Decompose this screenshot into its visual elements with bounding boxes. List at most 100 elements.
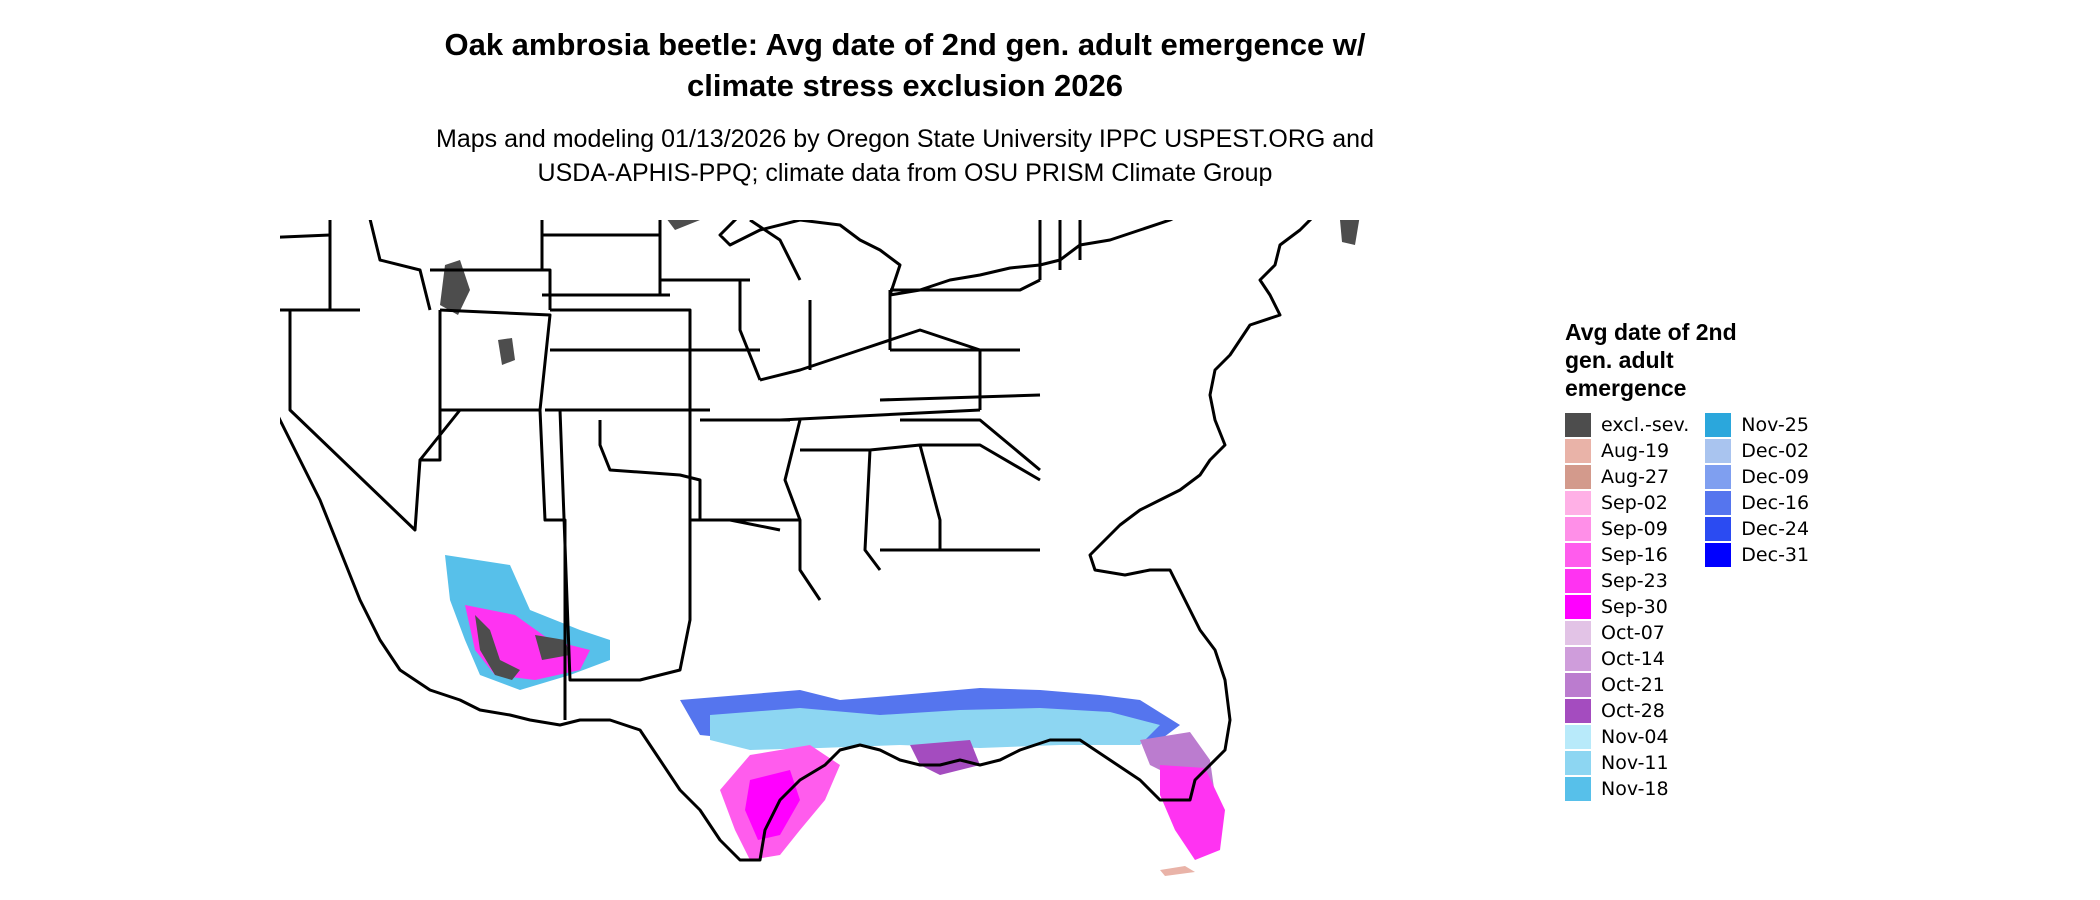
border-ok-tx [598,420,730,522]
legend-label: Sep-16 [1601,544,1668,566]
legend-item: Oct-21 [1565,672,1689,698]
legend-label: Nov-11 [1601,752,1669,774]
legend-swatch [1565,569,1591,593]
legend-label: Dec-16 [1741,492,1810,514]
region-south-texas-inner [745,770,800,840]
legend-swatch [1565,413,1591,437]
emergence-regions [445,555,1225,876]
border-il-in [738,280,762,381]
legend-item: Nov-11 [1565,750,1689,776]
excluded-colorado [498,338,515,365]
border-ut [439,308,552,412]
legend-item: excl.-sev. [1565,412,1689,438]
legend-swatch [1565,439,1591,463]
excluded-maine [1340,220,1360,245]
legend-item: Nov-04 [1565,724,1689,750]
legend-label: Nov-04 [1601,726,1669,748]
border-wy [430,268,552,310]
excluded-regions [440,220,1360,365]
excluded-wyoming [440,260,470,315]
legend-column-1: excl.-sev. Aug-19 Aug-27 Sep-02 Sep-09 Sep-16… [1565,412,1689,802]
legend-item: Aug-27 [1565,464,1689,490]
legend-item: Dec-31 [1705,542,1809,568]
legend-swatch [1705,413,1732,437]
legend-label: Aug-19 [1601,440,1670,462]
border-tx-internal [690,518,781,532]
legend-swatch [1565,777,1591,801]
legend-label: Aug-27 [1601,466,1670,488]
border-va-nc [879,393,1041,402]
legend-columns: excl.-sev. Aug-19 Aug-27 Sep-02 Sep-09 Sep-16… [1565,412,1825,802]
legend-label: Sep-30 [1601,596,1668,618]
legend-item: Oct-14 [1565,646,1689,672]
legend-swatch [1565,673,1591,697]
legend-item: Sep-09 [1565,516,1689,542]
subtitle-line-2: USDA-APHIS-PPQ; climate data from OSU PR… [537,159,1273,187]
legend: Avg date of 2nd gen. adult emergence exc… [1565,318,1825,802]
title-line-2: climate stress exclusion 2026 [687,68,1123,103]
legend-label: Nov-18 [1601,778,1669,800]
legend-label: Sep-23 [1601,570,1668,592]
border-new-england [1038,220,1082,280]
border-al-ga [869,443,942,550]
map-title: Oak ambrosia beetle: Avg date of 2nd gen… [300,24,1510,106]
region-florida-keys [1160,866,1195,876]
legend-label: Sep-09 [1601,518,1668,540]
subtitle-line-1: Maps and modeling 01/13/2026 by Oregon S… [436,125,1374,153]
legend-item: Nov-18 [1565,776,1689,802]
legend-swatch [1705,491,1732,515]
legend-item: Sep-23 [1565,568,1689,594]
border-co [550,308,692,412]
legend-swatch [1705,517,1732,541]
legend-swatch [1565,699,1591,723]
legend-label: Dec-02 [1741,440,1810,462]
legend-item: Sep-16 [1565,542,1689,568]
region-florida-magenta [1160,765,1225,860]
border-wi-mi [749,220,802,281]
legend-item: Aug-19 [1565,438,1689,464]
legend-swatch [1565,517,1591,541]
legend-swatch [1565,491,1591,515]
border-wa-or [280,233,331,239]
border-nv [288,310,442,532]
title-line-1: Oak ambrosia beetle: Avg date of 2nd gen… [444,27,1366,62]
legend-swatch [1565,465,1591,489]
legend-label: Oct-14 [1601,648,1665,670]
legend-label: excl.-sev. [1601,414,1690,436]
legend-label: Oct-07 [1601,622,1665,644]
border-ms-al [800,448,882,571]
legend-label: Dec-09 [1741,466,1810,488]
border-mt-id [368,220,432,311]
border-nc-sc [900,418,1041,472]
us-map-svg [280,220,1360,876]
map-subtitle: Maps and modeling 01/13/2026 by Oregon S… [300,122,1510,190]
legend-swatch [1565,725,1591,749]
legend-swatch [1565,621,1591,645]
region-southwest-excluded-2 [535,635,570,660]
legend-swatch [1565,543,1591,567]
legend-column-2: Nov-25 Dec-02 Dec-09 Dec-16 Dec-24 Dec-31 [1705,412,1809,802]
legend-swatch [1565,751,1591,775]
legend-item: Nov-25 [1705,412,1809,438]
border-tn [779,408,981,422]
us-outline [280,220,1313,862]
us-map [280,220,1510,900]
legend-label: Dec-31 [1741,544,1810,566]
legend-item: Dec-09 [1705,464,1809,490]
legend-item: Sep-02 [1565,490,1689,516]
legend-item: Oct-07 [1565,620,1689,646]
legend-label: Oct-21 [1601,674,1665,696]
region-louisiana [910,740,980,775]
legend-label: Sep-02 [1601,492,1668,514]
state-borders [280,220,1313,862]
legend-swatch [1565,647,1591,671]
legend-label: Oct-28 [1601,700,1665,722]
legend-swatch [1705,543,1732,567]
excluded-north-dakota-minnesota [667,220,700,230]
legend-label: Dec-24 [1741,518,1810,540]
legend-item: Dec-24 [1705,516,1809,542]
border-la-ms [783,419,822,601]
legend-item: Sep-30 [1565,594,1689,620]
border-ga-sc [920,443,1041,482]
legend-label: Nov-25 [1741,414,1809,436]
